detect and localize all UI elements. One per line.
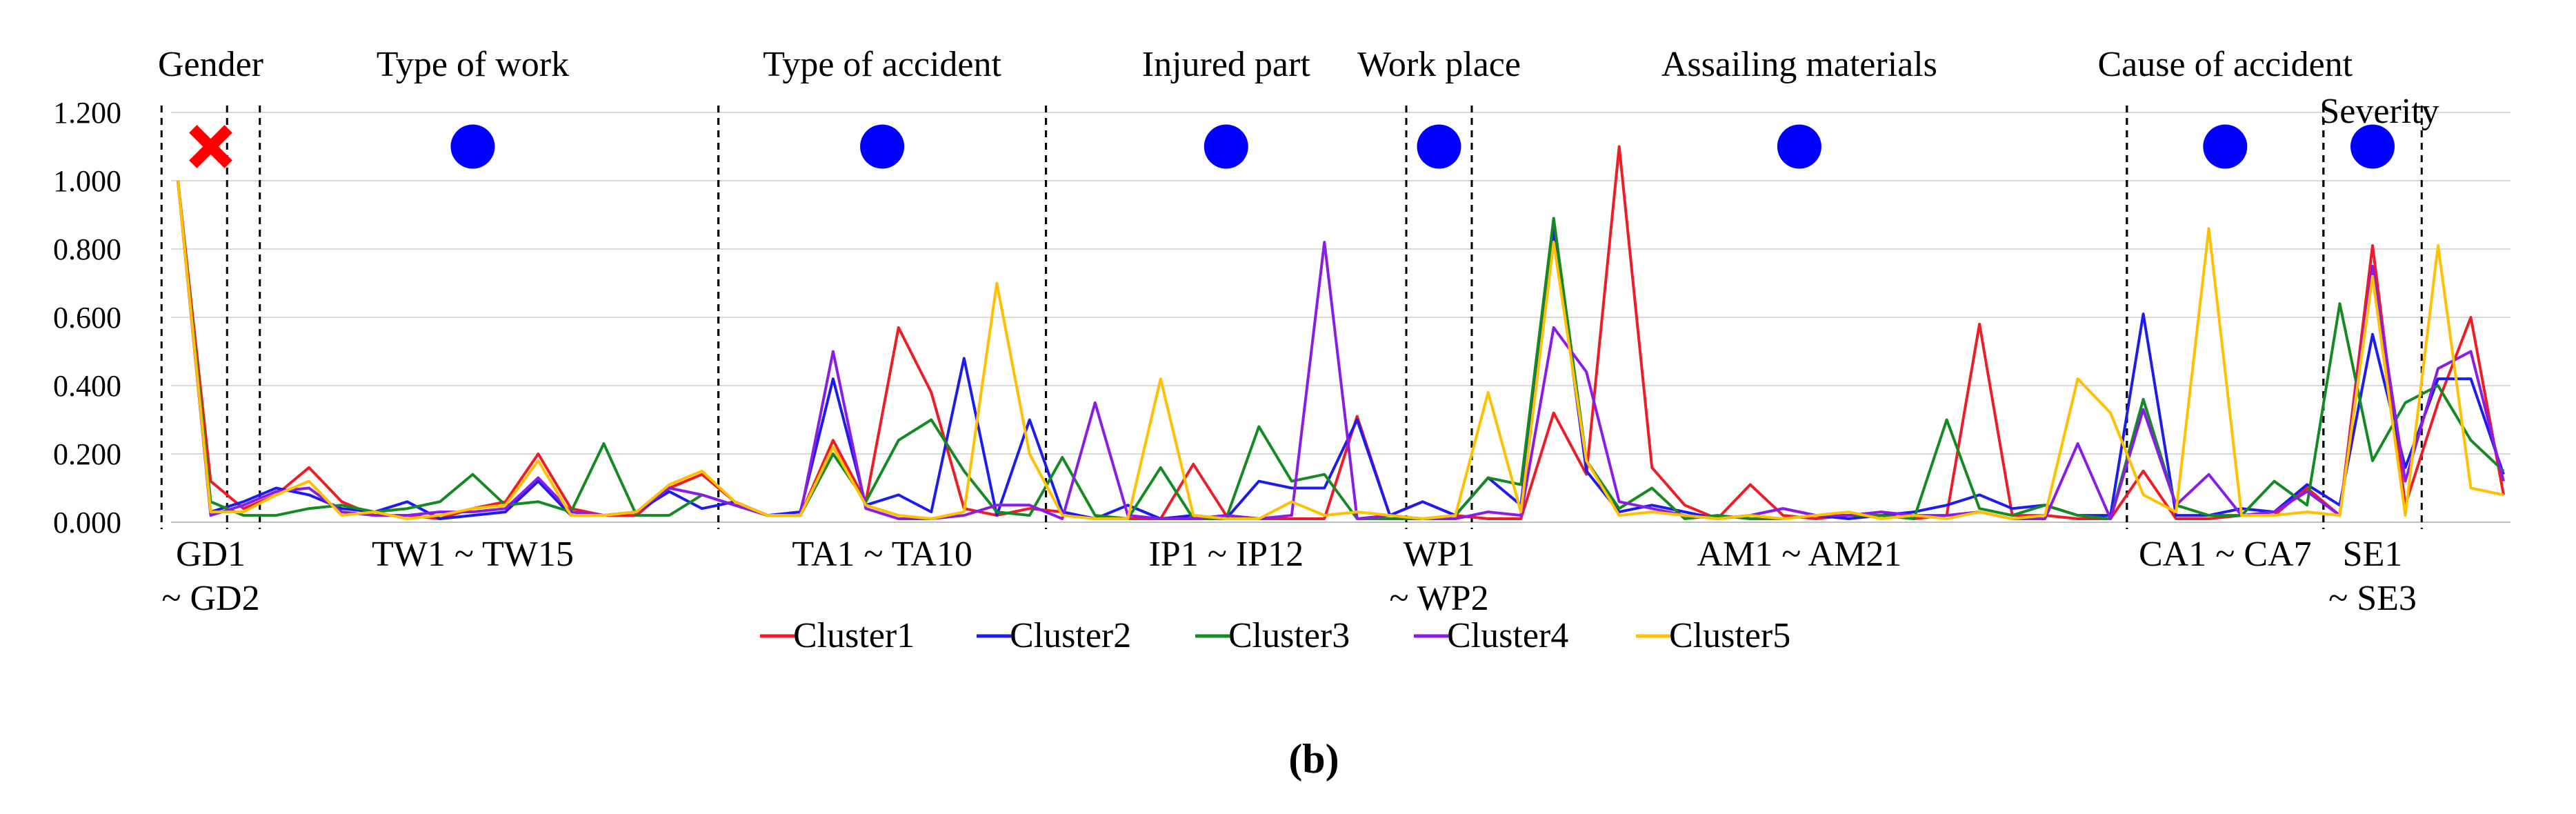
y-tick-label: 1.000 <box>53 164 121 198</box>
series-line <box>177 145 2505 520</box>
group-label: Assailing materials <box>1661 45 1937 84</box>
dot-marker-icon <box>2350 124 2395 169</box>
range-label: GD1 ~ GD2 <box>161 535 259 618</box>
y-axis-ticks: 1.200 1.000 0.800 0.600 0.400 0.200 0.000 <box>53 96 121 539</box>
figure-caption: (b) <box>1288 736 1339 782</box>
group-label: Cause of accident <box>2097 45 2353 84</box>
y-tick-label: 0.400 <box>53 369 121 403</box>
group-label: Type of work <box>377 45 569 84</box>
dot-marker-icon <box>2203 124 2248 169</box>
group-label: Type of accident <box>763 45 1001 84</box>
y-tick-label: 0.600 <box>53 301 121 335</box>
dot-marker-icon <box>1777 124 1821 169</box>
group-labels: Gender Type of work Type of accident Injure… <box>158 45 2439 131</box>
range-label: CA1 ~ CA7 <box>2139 535 2312 574</box>
legend-label: Cluster5 <box>1669 616 1790 655</box>
range-label: AM1 ~ AM21 <box>1697 535 1901 574</box>
group-markers <box>189 124 2395 169</box>
dot-marker-icon <box>860 124 905 169</box>
y-tick-label: 0.800 <box>53 232 121 266</box>
legend: Cluster1 Cluster2 Cluster3 Cluster4 Cluster5 <box>760 616 1790 655</box>
range-labels: GD1 ~ GD2 TW1 ~ TW15 TA1 ~ TA10 IP1 ~ IP12 WP… <box>161 535 2417 618</box>
legend-label: Cluster4 <box>1447 616 1568 655</box>
group-label: Injured part <box>1142 45 1311 84</box>
series-lines <box>177 145 2505 520</box>
range-label: WP1 ~ WP2 <box>1389 535 1488 618</box>
legend-label: Cluster3 <box>1228 616 1350 655</box>
dot-marker-icon <box>450 124 495 169</box>
legend-label: Cluster1 <box>793 616 915 655</box>
y-tick-label: 0.000 <box>53 506 121 539</box>
cross-marker-icon <box>189 125 232 168</box>
legend-label: Cluster2 <box>1010 616 1131 655</box>
series-line <box>177 180 2504 520</box>
range-label: IP1 ~ IP12 <box>1148 535 1304 574</box>
y-tick-label: 0.200 <box>53 437 121 471</box>
y-tick-label: 1.200 <box>53 96 121 130</box>
range-label: TA1 ~ TA10 <box>792 535 972 574</box>
dot-marker-icon <box>1417 124 1461 169</box>
group-label: Work place <box>1357 45 1521 84</box>
range-label: SE1 ~ SE3 <box>2328 535 2417 618</box>
group-label: Gender <box>158 45 263 84</box>
range-label: TW1 ~ TW15 <box>372 535 574 574</box>
group-label: Severity <box>2319 92 2439 131</box>
dot-marker-icon <box>1204 124 1248 169</box>
